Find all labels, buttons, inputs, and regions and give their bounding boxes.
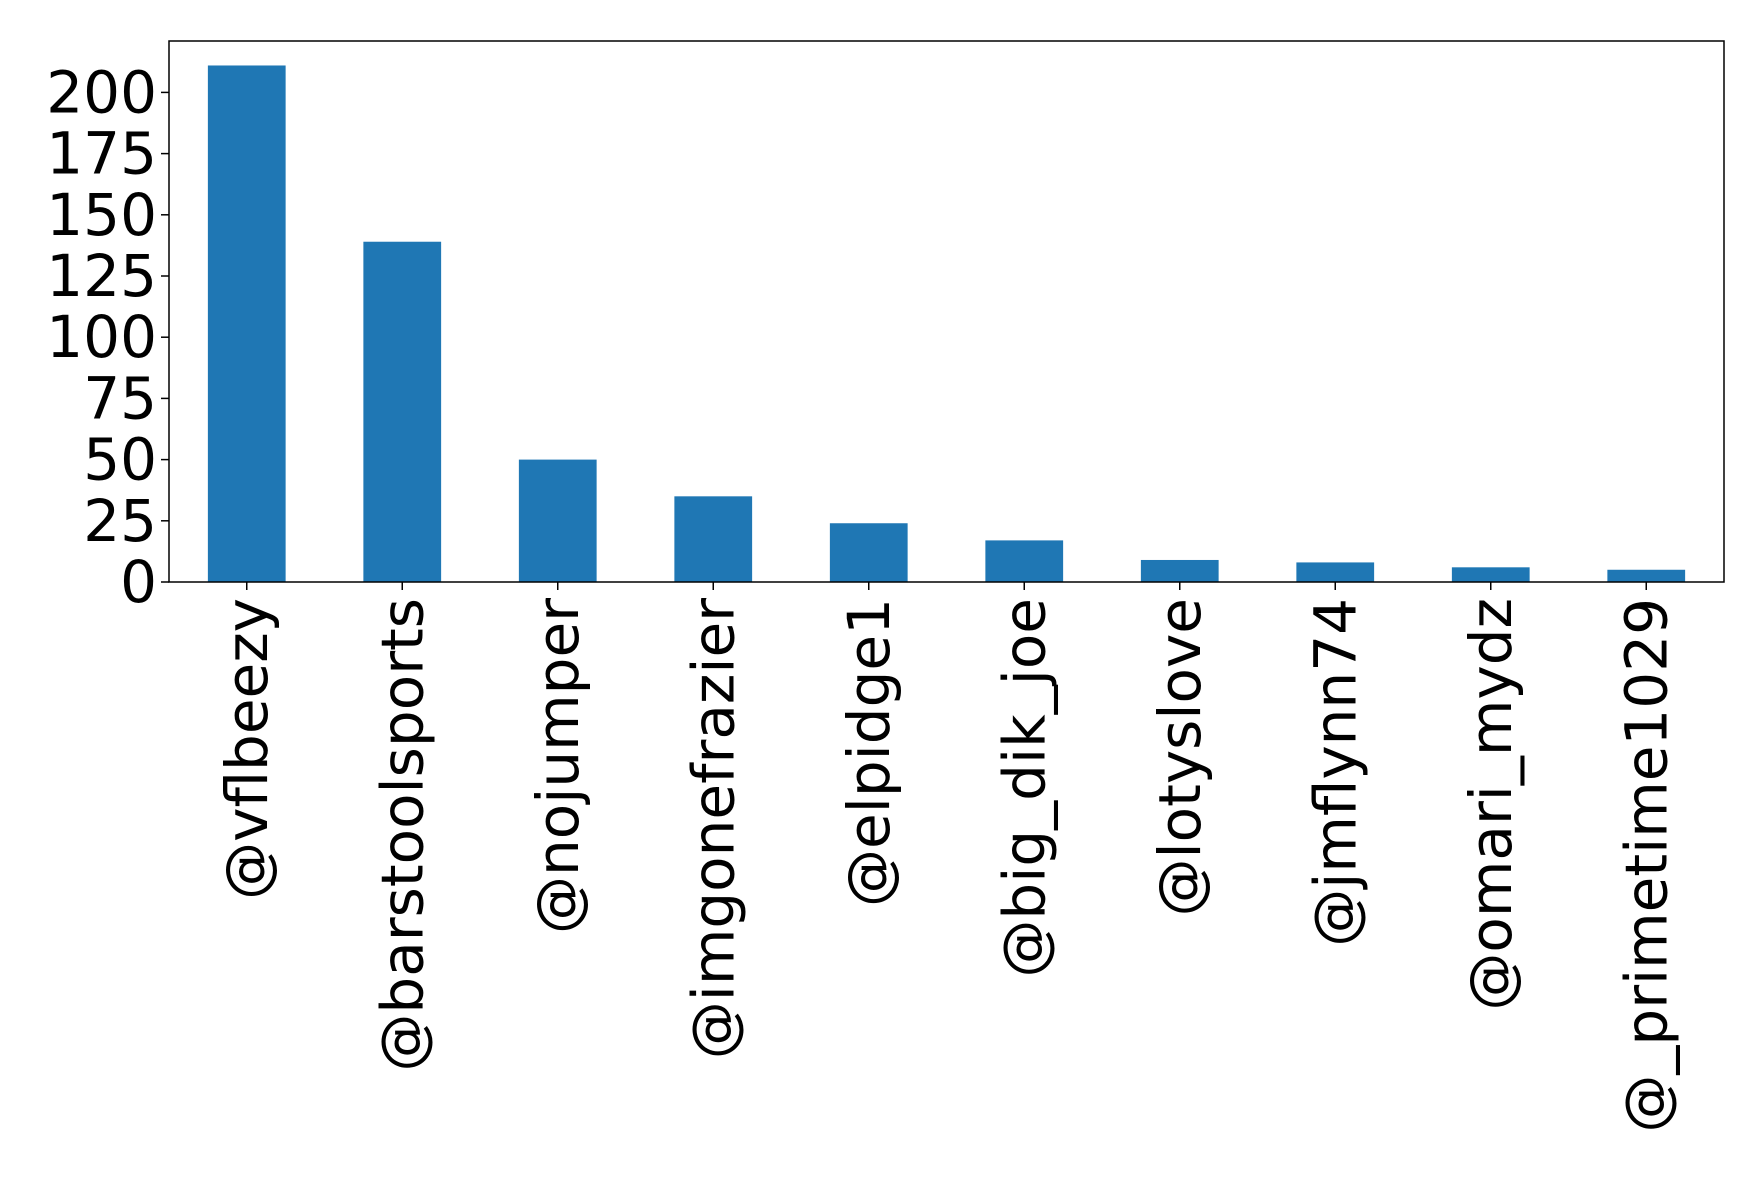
y-tick-label: 125: [46, 242, 157, 310]
bar-imgonefrazier: [674, 496, 753, 582]
bar-vflbeezy: [207, 65, 286, 583]
bar-nojumper: [518, 459, 597, 582]
y-tick-label: 75: [83, 364, 157, 432]
x-tick-label: @vflbeezy: [213, 598, 281, 900]
x-tick-label: @big_dik_joe: [990, 598, 1058, 978]
y-tick-label: 0: [120, 548, 157, 616]
x-tick-label: @nojumper: [524, 598, 592, 934]
bar-big_dik_joe: [985, 540, 1064, 582]
y-tick-label: 175: [46, 120, 157, 188]
x-tick-label: @barstoolsports: [368, 598, 436, 1072]
x-axis: @vflbeezy @barstoolsports @nojumper @imgone…: [213, 582, 1680, 1133]
y-tick-label: 200: [46, 58, 157, 126]
x-tick-label: @imgonefrazier: [679, 598, 747, 1059]
bars-group: [207, 65, 1686, 583]
bar-lotyslove: [1140, 559, 1219, 582]
bar-elpidge1: [829, 523, 908, 582]
x-tick-label: @jmflynn74: [1301, 598, 1369, 947]
y-tick-label: 50: [83, 426, 157, 494]
y-tick-label: 100: [46, 303, 157, 371]
bar-_primetime1029: [1607, 569, 1686, 582]
bar-jmflynn74: [1296, 562, 1375, 582]
bar-omari_mydz: [1451, 567, 1530, 582]
y-tick-label: 150: [46, 181, 157, 249]
x-tick-label: @omari_mydz: [1457, 598, 1525, 1011]
plot-frame: [168, 40, 1725, 583]
x-tick-label: @elpidge1: [835, 598, 903, 907]
x-tick-label: @lotyslove: [1146, 598, 1214, 917]
x-tick-label: @_primetime1029: [1612, 598, 1680, 1133]
bar-barstoolsports: [363, 241, 442, 582]
y-tick-label: 25: [83, 487, 157, 555]
